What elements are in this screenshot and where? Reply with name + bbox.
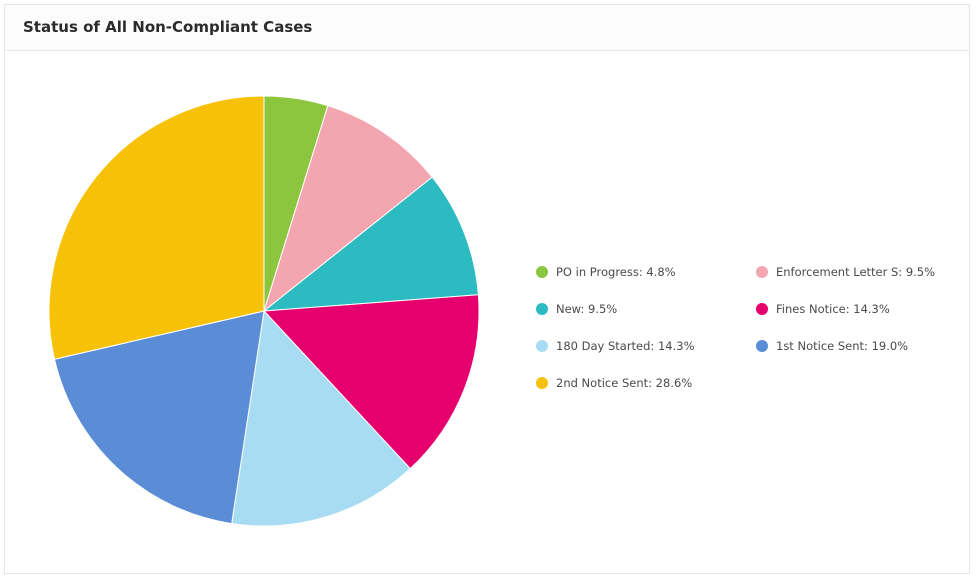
legend-label: 1st Notice Sent: 19.0%	[776, 339, 909, 353]
legend-item-fines-notice[interactable]: Fines Notice: 14.3%	[756, 300, 890, 318]
card-header: Status of All Non-Compliant Cases	[5, 5, 969, 51]
pie-slice-fines-notice[interactable]	[262, 294, 480, 470]
card-title: Status of All Non-Compliant Cases	[23, 18, 313, 36]
legend-swatch	[756, 340, 768, 352]
chart-card: Status of All Non-Compliant Cases PO in …	[4, 4, 970, 574]
legend-swatch	[536, 303, 548, 315]
legend-swatch	[756, 303, 768, 315]
legend-label: Enforcement Letter S: 9.5%	[776, 265, 936, 279]
pie-slice-180-day-started[interactable]	[231, 309, 411, 527]
legend-label: New: 9.5%	[556, 302, 618, 316]
legend-item-po-in-progress[interactable]: PO in Progress: 4.8%	[536, 263, 676, 281]
legend-label: 180 Day Started: 14.3%	[556, 339, 695, 353]
pie-chart	[48, 95, 480, 527]
legend-swatch	[536, 266, 548, 278]
legend-item-new[interactable]: New: 9.5%	[536, 300, 617, 318]
legend-label: 2nd Notice Sent: 28.6%	[556, 376, 693, 390]
legend-label: Fines Notice: 14.3%	[776, 302, 890, 316]
legend-item-180-day-started[interactable]: 180 Day Started: 14.3%	[536, 337, 695, 355]
legend-swatch	[536, 340, 548, 352]
pie-slice-2nd-notice-sent[interactable]	[48, 95, 265, 360]
legend-swatch	[756, 266, 768, 278]
pie-slice-new[interactable]	[262, 176, 479, 312]
legend-swatch	[536, 377, 548, 389]
legend-item-1st-notice-sent[interactable]: 1st Notice Sent: 19.0%	[756, 337, 908, 355]
chart-area: PO in Progress: 4.8% Enforcement Letter …	[5, 51, 971, 573]
legend-item-enforcement-letter[interactable]: Enforcement Letter S: 9.5%	[756, 263, 935, 281]
pie-slice-1st-notice-sent[interactable]	[53, 310, 265, 525]
legend-item-2nd-notice-sent[interactable]: 2nd Notice Sent: 28.6%	[536, 374, 692, 392]
pie-slice-enforcement-letter-s[interactable]	[263, 105, 433, 313]
legend-label: PO in Progress: 4.8%	[556, 265, 676, 279]
